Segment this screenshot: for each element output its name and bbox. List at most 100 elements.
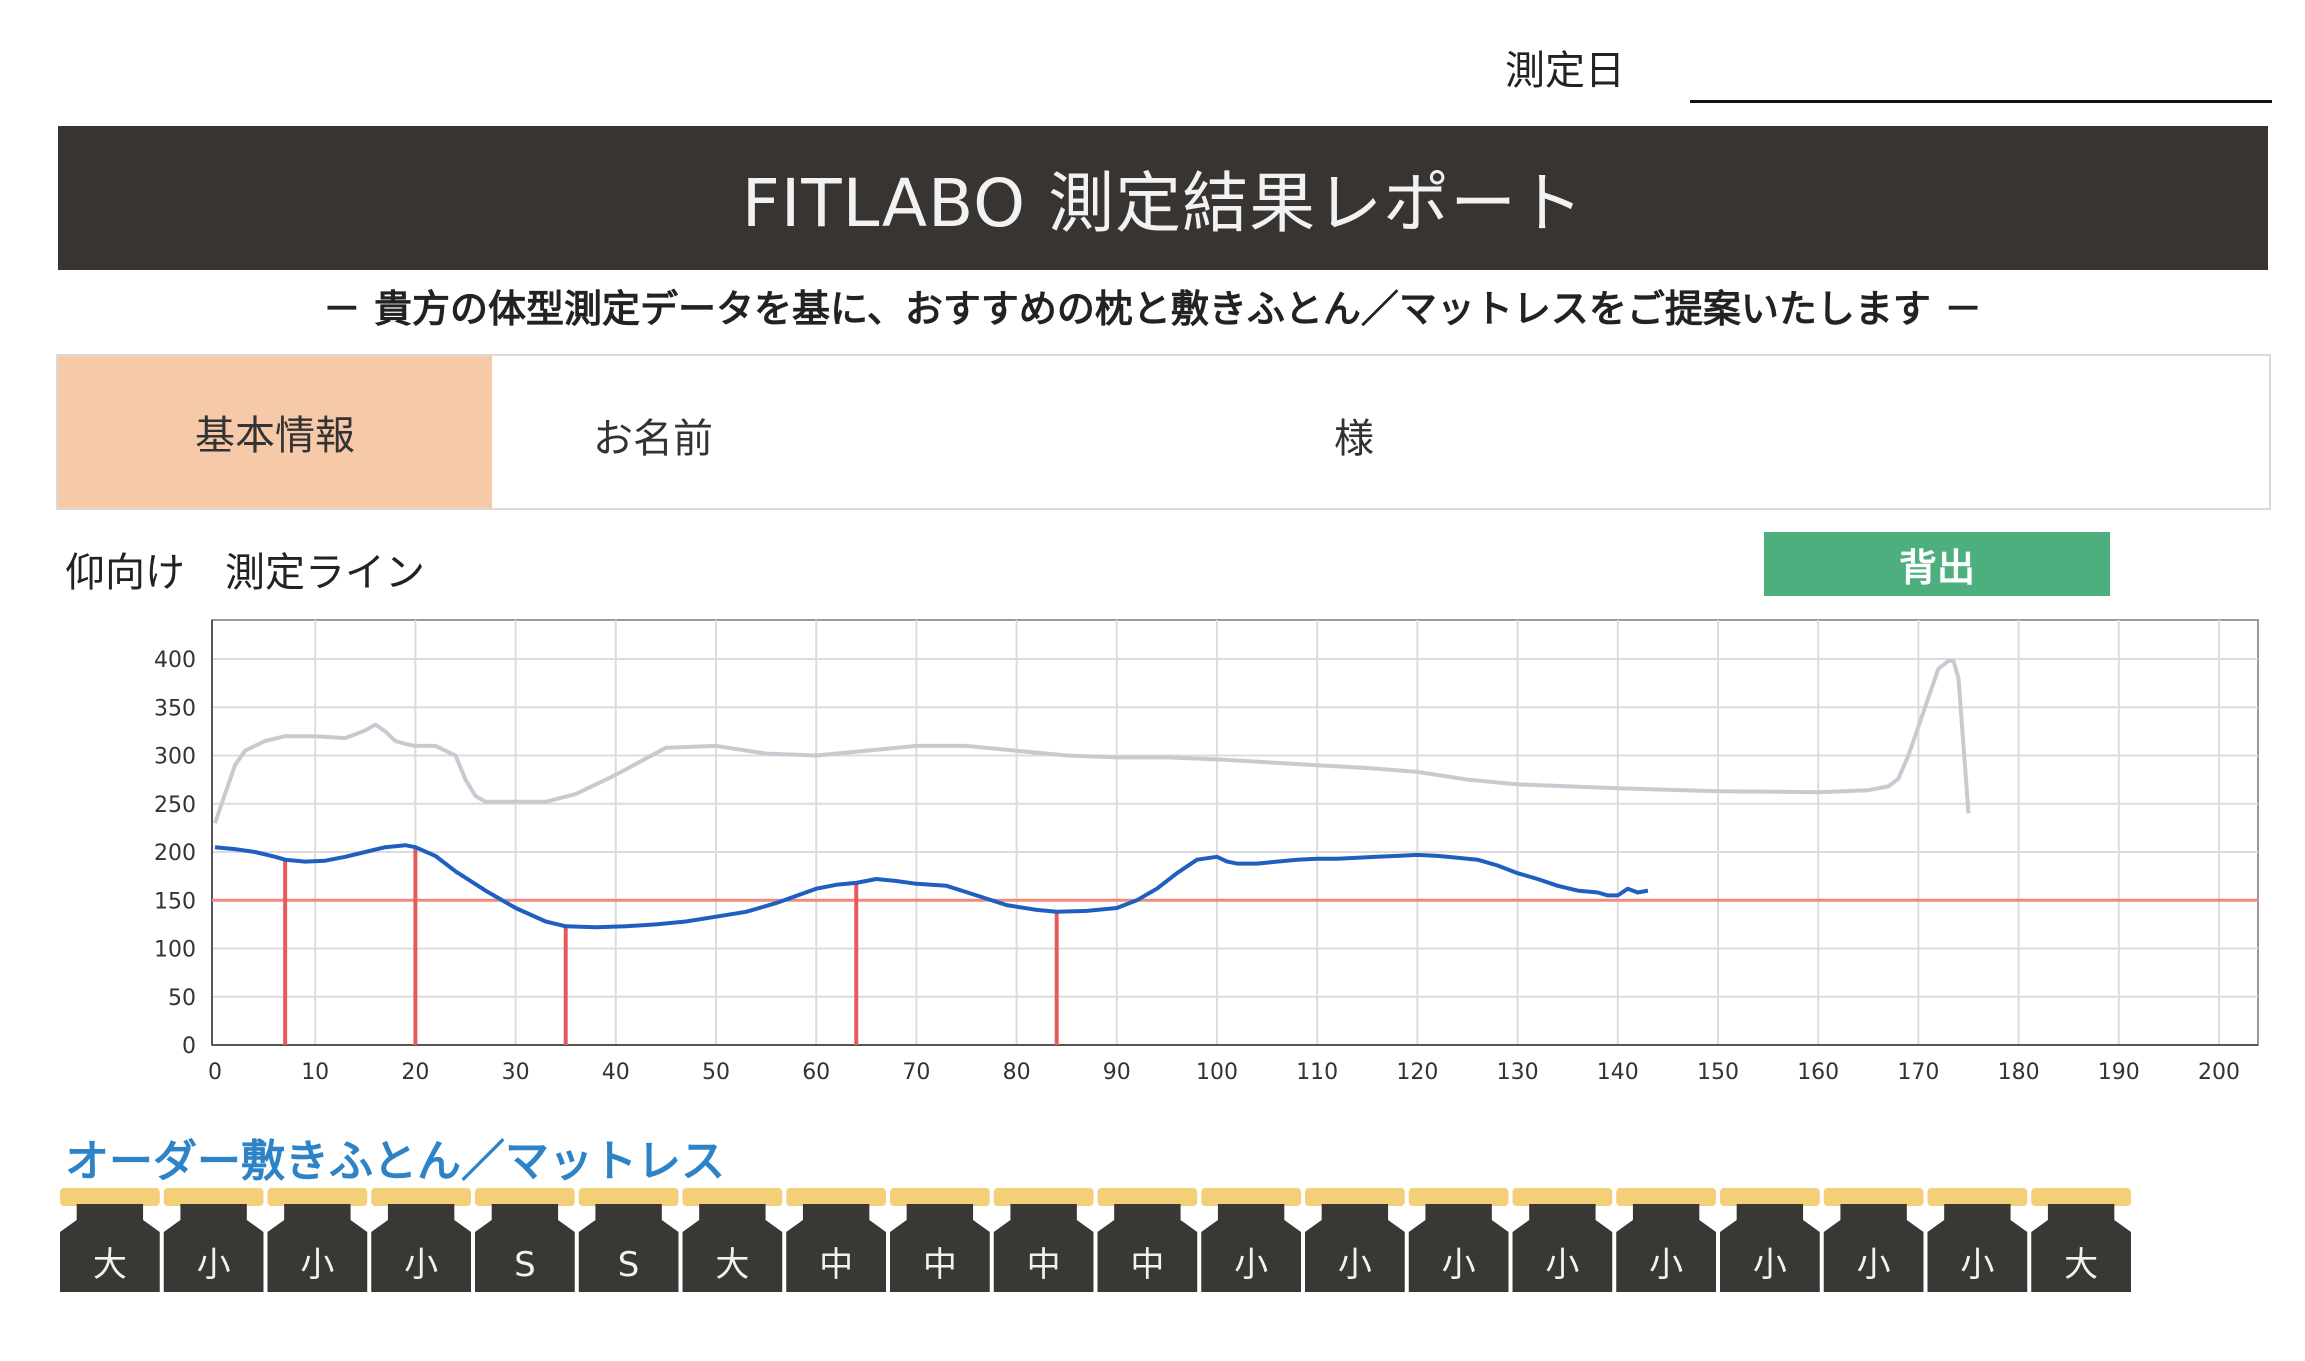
marker-lines: [283, 847, 1059, 1045]
mattress-segment: 小: [1823, 1188, 1924, 1292]
segment-tab: [1927, 1188, 2028, 1206]
x-tick-label: 90: [1103, 1060, 1131, 1085]
y-tick-label: 300: [154, 745, 196, 770]
mattress-segment: 大: [60, 1188, 160, 1292]
mattress-segment: 小: [163, 1188, 264, 1292]
segment-label: S: [618, 1245, 640, 1285]
x-tick-label: 100: [1196, 1060, 1238, 1085]
x-tick-label: 160: [1797, 1060, 1839, 1085]
chart-grid: [211, 619, 2259, 1046]
segment-tab: [1823, 1188, 1924, 1206]
segment-label: 中: [1027, 1245, 1061, 1285]
segment-label: 中: [923, 1245, 957, 1285]
mattress-segment: 小: [1408, 1188, 1509, 1292]
mattress-segment: 小: [1512, 1188, 1613, 1292]
mattress-segment: 大: [2031, 1188, 2131, 1292]
segment-label: 中: [1130, 1245, 1164, 1285]
segment-tab: [1616, 1188, 1716, 1206]
back-type-badge: 背出: [1764, 532, 2110, 596]
report-title: FITLABO 測定結果レポート: [741, 165, 1585, 242]
x-tick-label: 140: [1597, 1060, 1639, 1085]
x-tick-label: 80: [1003, 1060, 1031, 1085]
x-tick-label: 120: [1396, 1060, 1438, 1085]
y-tick-label: 50: [168, 986, 196, 1011]
mattress-segment: 中: [1097, 1188, 1198, 1292]
x-tick-label: 0: [208, 1060, 222, 1085]
segment-tab: [2031, 1188, 2131, 1206]
mattress-segment: 小: [1201, 1188, 1301, 1292]
segment-tab: [682, 1188, 783, 1206]
segment-body: [1512, 1204, 1613, 1292]
tick-labels: 0 10 20 30 40 50 60 70 80 90 100 110 120 130 140 150 160…: [154, 648, 2240, 1085]
basic-info-panel: 基本情報 お名前 様: [56, 354, 2271, 510]
mattress-segment: 小: [1305, 1188, 1405, 1292]
segment-tab: [1201, 1188, 1301, 1206]
segment-label: 中: [819, 1245, 853, 1285]
x-tick-label: 130: [1497, 1060, 1539, 1085]
segment-tab: [475, 1188, 575, 1206]
measurement-date-field[interactable]: [1690, 100, 2272, 103]
x-tick-label: 50: [702, 1060, 730, 1085]
segment-tab: [1097, 1188, 1198, 1206]
mattress-segment: 中: [890, 1188, 990, 1292]
y-tick-label: 0: [182, 1034, 196, 1059]
segment-body: [993, 1204, 1094, 1292]
segment-tab: [578, 1188, 679, 1206]
honorific-label: 様: [1334, 416, 1374, 462]
mattress-segment: 小: [1927, 1188, 2028, 1292]
segment-tab: [1305, 1188, 1405, 1206]
y-tick-label: 350: [154, 696, 196, 721]
segment-tab: [993, 1188, 1094, 1206]
measurement-date-label: 測定日: [1505, 48, 1625, 94]
segment-body: [60, 1204, 160, 1292]
x-tick-label: 60: [802, 1060, 830, 1085]
segment-label: 小: [1338, 1245, 1372, 1285]
x-tick-label: 200: [2198, 1060, 2240, 1085]
mattress-segment: S: [475, 1188, 575, 1292]
segment-label: 小: [404, 1245, 438, 1285]
segment-body: [1201, 1204, 1301, 1292]
segment-tab: [890, 1188, 990, 1206]
segment-body: [1097, 1204, 1198, 1292]
segment-label: S: [514, 1245, 536, 1285]
segment-body: [578, 1204, 679, 1292]
x-tick-label: 70: [902, 1060, 930, 1085]
mattress-segment: 小: [371, 1188, 471, 1292]
supine-measurement-label: 仰向け 測定ライン: [65, 550, 425, 596]
segment-body: [1720, 1204, 1820, 1292]
name-label: お名前: [593, 416, 713, 462]
segment-body: [682, 1204, 783, 1292]
mattress-segment: 中: [786, 1188, 886, 1292]
segment-body: [2031, 1204, 2131, 1292]
segment-label: 小: [1649, 1245, 1683, 1285]
series-layer: [213, 658, 1971, 930]
segment-label: 小: [1234, 1245, 1268, 1285]
basic-info-label: 基本情報: [58, 356, 492, 508]
series-back-line: [214, 843, 1649, 930]
segment-label: 大: [2064, 1245, 2098, 1285]
y-tick-label: 150: [154, 889, 196, 914]
x-tick-label: 190: [2098, 1060, 2140, 1085]
segment-body: [371, 1204, 471, 1292]
segment-tab: [1408, 1188, 1509, 1206]
segment-label: 小: [197, 1245, 231, 1285]
segment-label: 小: [300, 1245, 334, 1285]
mattress-segment: 小: [1616, 1188, 1716, 1292]
segment-body: [1408, 1204, 1509, 1292]
segment-label: 小: [1545, 1245, 1579, 1285]
mattress-segment: 小: [267, 1188, 368, 1292]
segment-tab: [371, 1188, 471, 1206]
segment-body: [1823, 1204, 1924, 1292]
segment-tab: [267, 1188, 368, 1206]
y-tick-label: 200: [154, 841, 196, 866]
x-tick-label: 10: [301, 1060, 329, 1085]
segment-body: [890, 1204, 990, 1292]
segment-tab: [163, 1188, 264, 1206]
segment-tab: [60, 1188, 160, 1206]
segment-body: [786, 1204, 886, 1292]
plot-area: [211, 619, 2259, 1046]
report-subtitle: － 貴方の体型測定データを基に、おすすめの枕と敷きふとん／マットレスをご提案いた…: [322, 287, 1983, 331]
measurement-chart: 0 10 20 30 40 50 60 70 80 90 100 110 120 130 140 150 160…: [154, 619, 2259, 1085]
segment-body: [163, 1204, 264, 1292]
